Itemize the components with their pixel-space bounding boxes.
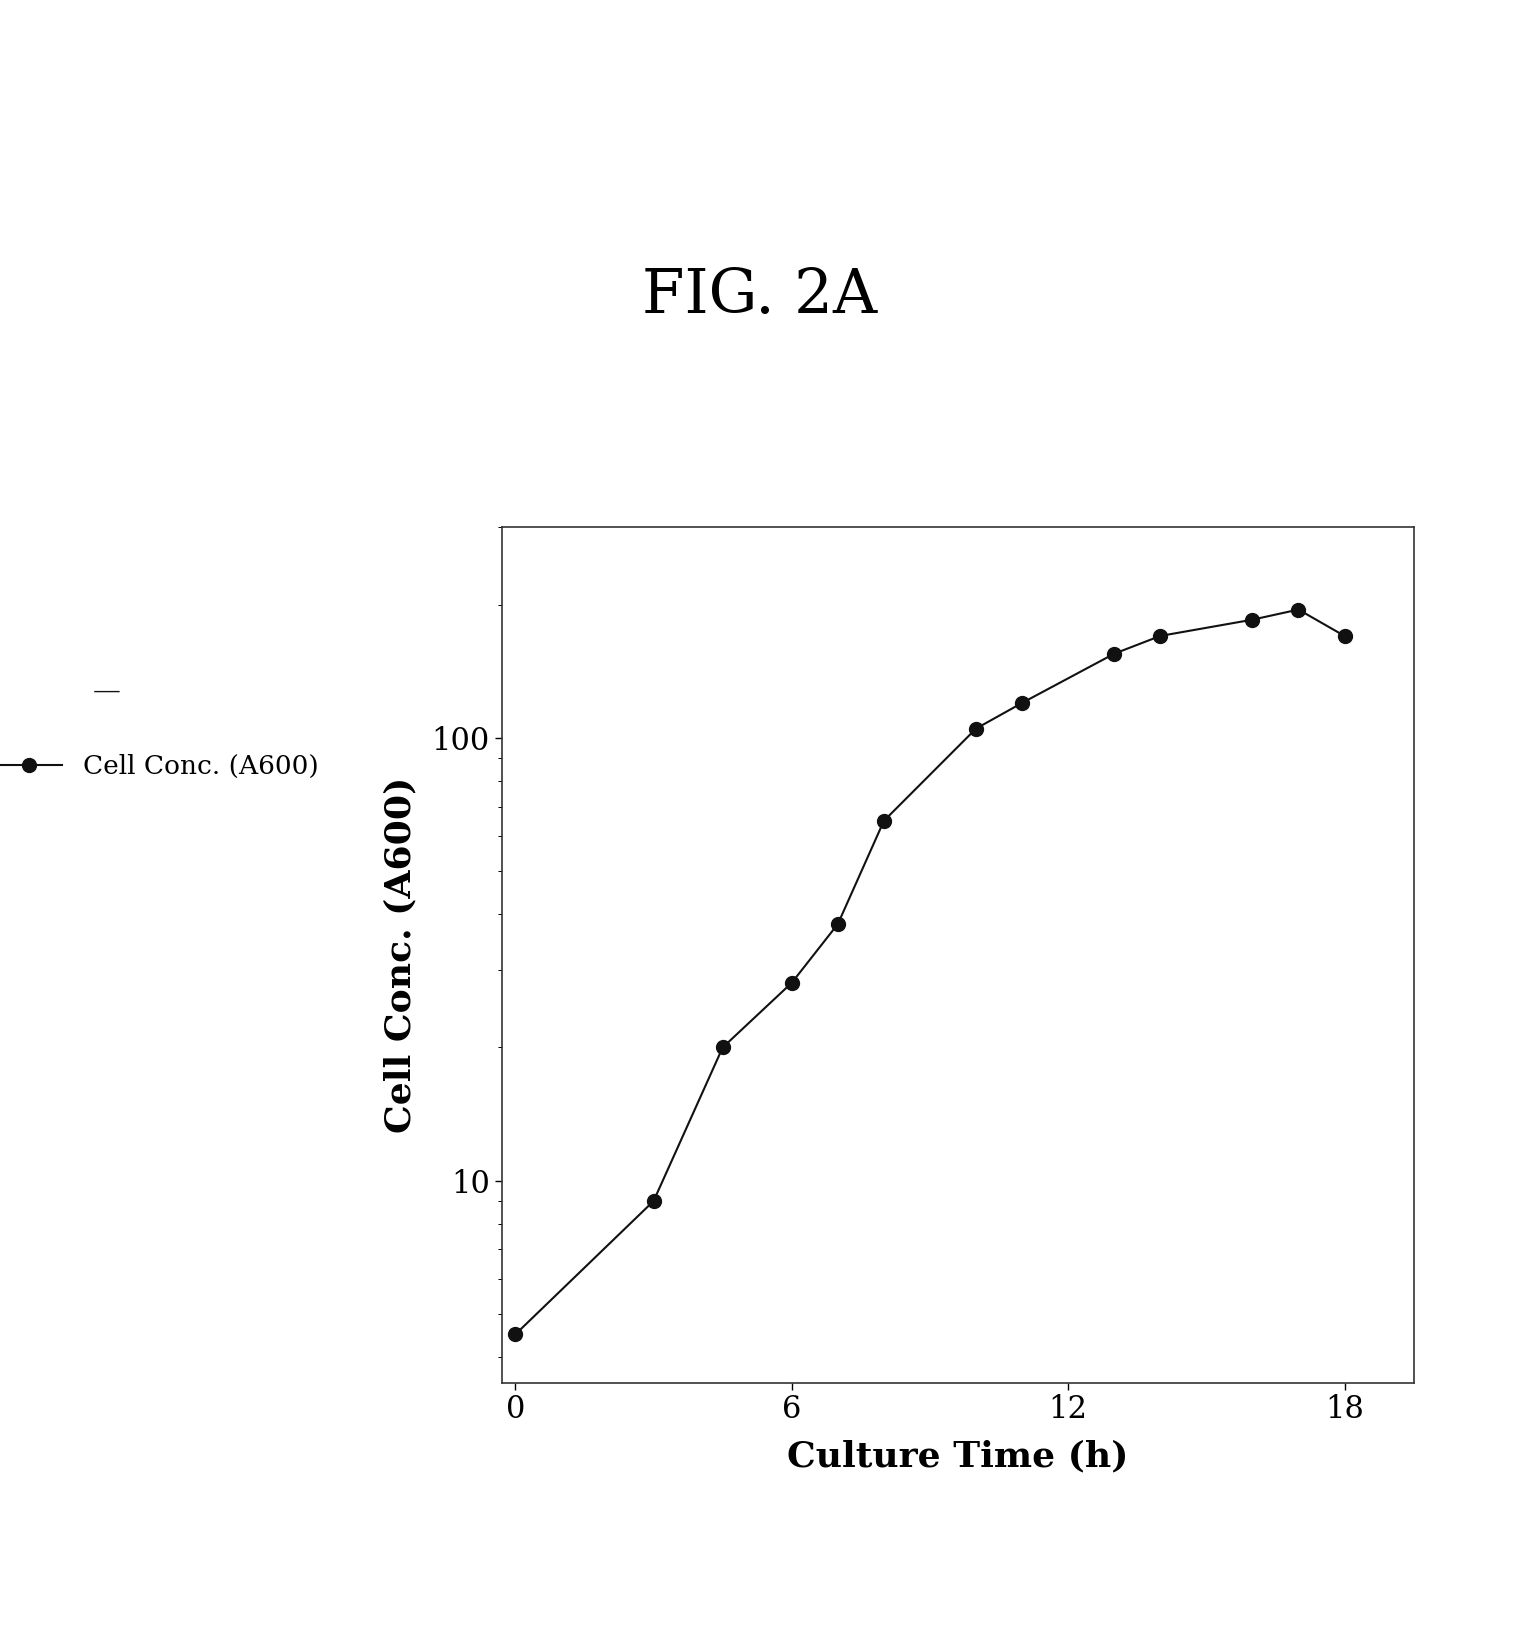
Legend: Cell Conc. (A600): Cell Conc. (A600)	[0, 744, 330, 790]
Y-axis label: Cell Conc. (A600): Cell Conc. (A600)	[383, 777, 418, 1132]
X-axis label: Culture Time (h): Culture Time (h)	[787, 1439, 1128, 1473]
Text: FIG. 2A: FIG. 2A	[643, 267, 877, 326]
Text: —: —	[93, 678, 120, 704]
